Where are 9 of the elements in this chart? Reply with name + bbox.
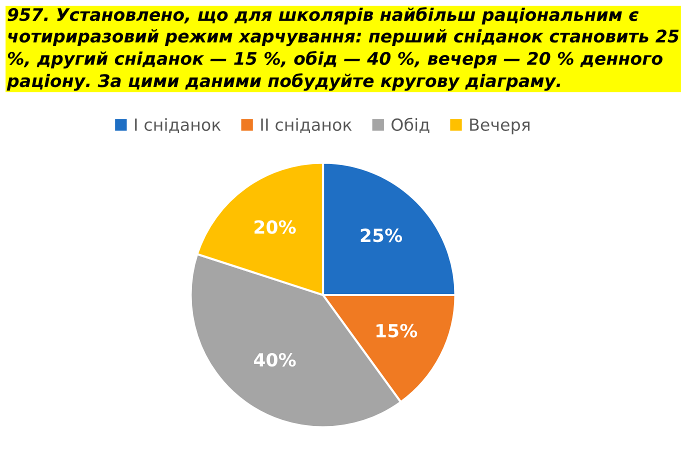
legend-label: I сніданок [135, 118, 221, 134]
legend-label: Вечеря [470, 118, 530, 134]
data-label: 25% [360, 228, 402, 242]
legend-label: Обід [392, 118, 430, 134]
chart-title: 957. Установлено, що для школярів найбільш раціональним є чотириразовий режим харчування: перший сніданок становить 25 %, другий сніданок — 15 %, обід — 40 %, вечеря — 20 % денного раціону. За цими даними побудуйте кругову діаграму. [6, 7, 679, 91]
data-label: 20% [254, 220, 296, 234]
data-label: 40% [254, 352, 296, 367]
data-label: 15% [376, 324, 418, 338]
legend-label: II сніданок [261, 118, 352, 134]
